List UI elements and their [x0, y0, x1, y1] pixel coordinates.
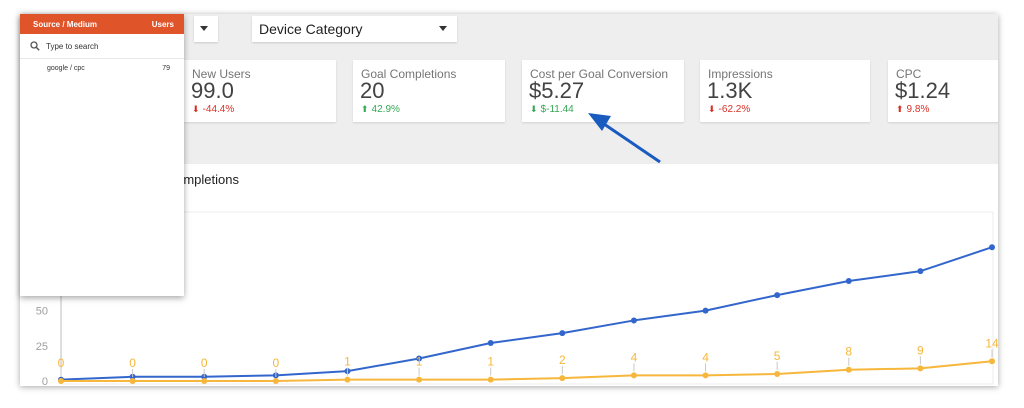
- dropdown-row[interactable]: google / cpc 79: [20, 59, 184, 77]
- data-point[interactable]: [917, 365, 924, 372]
- metric-card-new-users[interactable]: New Users 99.0 ⬇ -44.4%: [184, 60, 336, 122]
- y-tick-label: 50: [36, 306, 48, 318]
- data-point[interactable]: [845, 278, 852, 285]
- point-label: 9: [917, 343, 924, 357]
- metric-change: ⬆ 42.9%: [361, 104, 400, 115]
- data-point[interactable]: [630, 317, 637, 324]
- dropdown-header-dimension: Source / Medium: [33, 19, 98, 29]
- y-tick-label: 0: [42, 376, 48, 388]
- y-tick-label: 25: [36, 341, 48, 353]
- filter-dropdown-1[interactable]: [194, 16, 218, 42]
- data-point[interactable]: [630, 372, 637, 379]
- point-label: 1: [416, 355, 423, 369]
- data-point[interactable]: [702, 307, 709, 314]
- data-point[interactable]: [774, 292, 781, 299]
- point-label: 8: [845, 345, 852, 359]
- metric-change: ⬇ -44.4%: [192, 104, 235, 115]
- point-label: 1: [344, 355, 351, 369]
- arrow-up-icon: ⬆: [896, 104, 904, 114]
- metric-value: 99.0: [191, 78, 234, 103]
- arrow-down-icon: ⬇: [192, 104, 200, 114]
- point-label: 0: [201, 356, 208, 370]
- source-medium-dropdown[interactable]: Source / Medium Users Type to search goo…: [20, 14, 184, 296]
- point-label: 4: [702, 350, 709, 364]
- metric-change: ⬇ $-11.44: [530, 104, 574, 115]
- point-label: 14: [985, 336, 999, 350]
- point-label: 2: [559, 353, 566, 367]
- metric-value: $5.27: [529, 78, 585, 103]
- metric-card-cpc[interactable]: CPC $1.24 ⬆ 9.8%: [888, 60, 998, 122]
- row-name: google / cpc: [47, 64, 85, 72]
- metric-card-impressions[interactable]: Impressions 1.3K ⬇ -62.2%: [700, 60, 870, 122]
- annotation-arrowhead-icon: [588, 113, 611, 131]
- point-label: 1: [487, 355, 494, 369]
- metric-label: Cost per Goal Conversion: [530, 67, 669, 81]
- data-point[interactable]: [487, 376, 494, 383]
- data-point[interactable]: [129, 378, 136, 384]
- data-point[interactable]: [774, 370, 781, 377]
- dropdown-header: Source / Medium Users: [20, 14, 184, 34]
- data-point[interactable]: [201, 378, 208, 384]
- arrow-down-icon: ⬇: [530, 104, 538, 114]
- data-point[interactable]: [702, 372, 709, 379]
- data-point[interactable]: [487, 339, 494, 346]
- data-point[interactable]: [272, 378, 279, 384]
- chevron-down-icon: [439, 26, 447, 31]
- search-icon: [30, 41, 40, 51]
- dropdown-search-input[interactable]: Type to search: [20, 34, 184, 59]
- point-label: 0: [129, 356, 136, 370]
- series-line: [61, 360, 993, 382]
- point-label: 0: [273, 356, 280, 370]
- metric-label: Goal Completions: [361, 67, 457, 81]
- chevron-down-icon: [200, 26, 208, 31]
- data-point[interactable]: [917, 268, 924, 275]
- data-point[interactable]: [989, 244, 995, 251]
- point-label: 5: [774, 349, 781, 363]
- device-category-label: Device Category: [259, 21, 363, 37]
- data-point[interactable]: [845, 366, 852, 373]
- point-label: 4: [631, 350, 638, 364]
- data-point[interactable]: [989, 358, 995, 365]
- device-category-dropdown[interactable]: Device Category: [252, 16, 457, 42]
- row-value: 79: [162, 64, 170, 72]
- data-point[interactable]: [416, 355, 423, 362]
- metric-value: $1.24: [895, 78, 951, 103]
- metric-value: 20: [360, 78, 385, 103]
- annotation-arrow-icon: [603, 122, 661, 164]
- data-point[interactable]: [559, 375, 566, 382]
- point-label: 0: [58, 356, 65, 370]
- metric-value: 1.3K: [707, 78, 753, 103]
- metric-label: New Users: [192, 67, 251, 81]
- data-point[interactable]: [58, 378, 64, 384]
- metric-label: CPC: [896, 67, 922, 81]
- metric-label: Impressions: [708, 67, 773, 81]
- series-line: [60, 246, 993, 381]
- search-placeholder: Type to search: [46, 41, 99, 51]
- data-point[interactable]: [559, 330, 566, 337]
- metric-card-goal-completions[interactable]: Goal Completions 20 ⬆ 42.9%: [353, 60, 505, 122]
- metric-card-cost-per-goal[interactable]: Cost per Goal Conversion $5.27 ⬇ $-11.44: [522, 60, 684, 122]
- data-point[interactable]: [416, 376, 423, 383]
- metric-change: ⬆ 9.8%: [896, 104, 930, 115]
- arrow-down-icon: ⬇: [708, 104, 716, 114]
- arrow-up-icon: ⬆: [361, 104, 369, 114]
- data-point[interactable]: [344, 376, 351, 383]
- dropdown-header-metric: Users: [151, 19, 174, 29]
- metric-change: ⬇ -62.2%: [708, 104, 751, 115]
